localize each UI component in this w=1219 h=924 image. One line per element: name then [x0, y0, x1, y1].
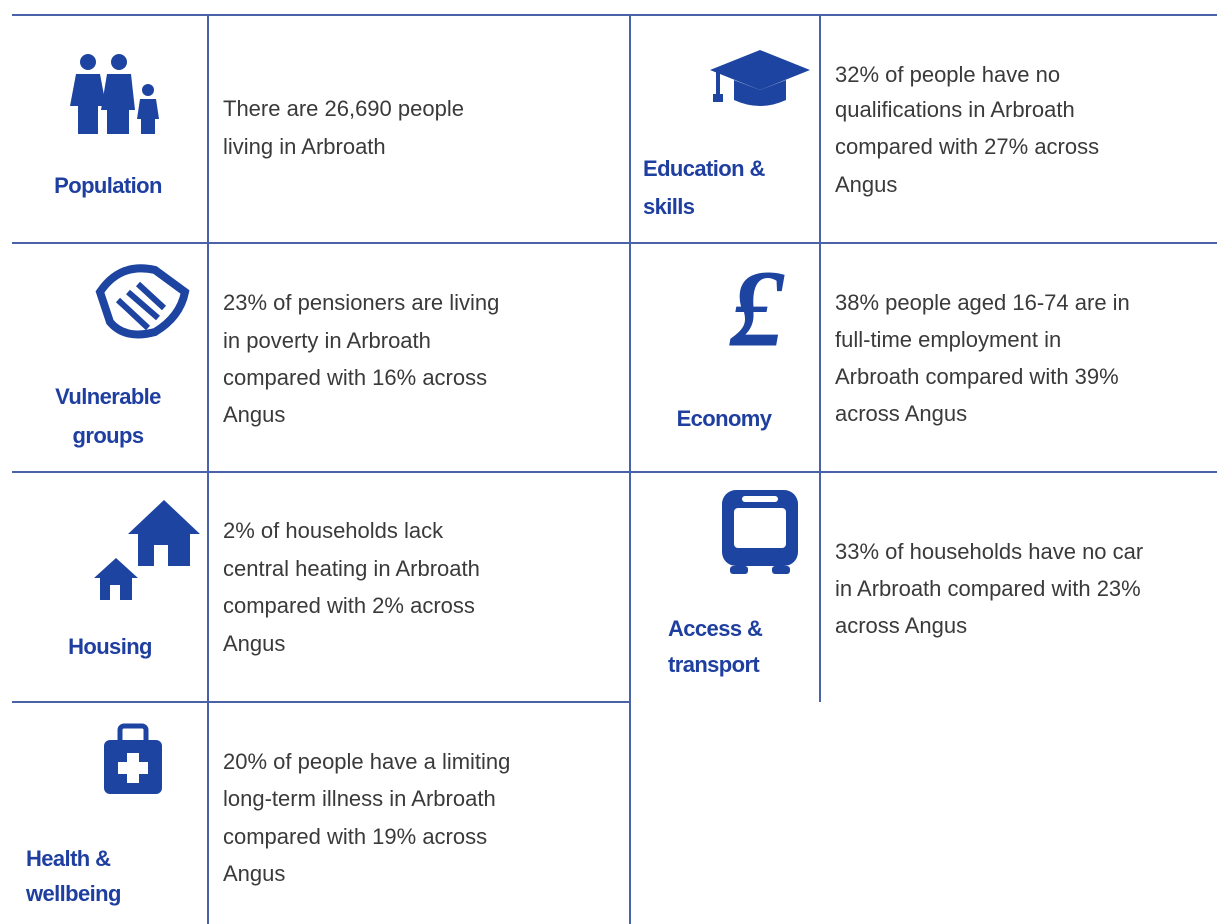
economy-icon: £	[729, 247, 786, 369]
cell-text: 38% people aged 16-74 are in	[835, 290, 1130, 315]
label: Population	[54, 173, 162, 198]
grid	[12, 14, 1217, 924]
label: transport	[668, 652, 760, 677]
cell-text: full-time employment in	[835, 327, 1061, 352]
cell-text: compared with 16% across	[223, 365, 487, 390]
cell-text: compared with 27% across	[835, 134, 1099, 159]
transport-icon	[722, 490, 798, 574]
cell-text: 20% of people have a limiting	[223, 749, 510, 774]
cell-text: Angus	[223, 631, 285, 656]
label: skills	[643, 194, 695, 219]
cell-text: in Arbroath compared with 23%	[835, 576, 1141, 601]
cell-text: across Angus	[835, 613, 967, 638]
education-icon	[710, 50, 810, 106]
cell-text: 23% of pensioners are living	[223, 290, 499, 315]
cell-text: Angus	[223, 402, 285, 427]
label: Economy	[677, 406, 773, 431]
cell-text: 32% of people have no	[835, 62, 1060, 87]
label: Education &	[643, 156, 765, 181]
cell-text: in poverty in Arbroath	[223, 328, 431, 353]
label: Health &	[26, 846, 111, 871]
cell-text: qualifications in Arbroath	[835, 97, 1075, 122]
cell-text: Arbroath compared with 39%	[835, 364, 1119, 389]
cell-text: across Angus	[835, 401, 967, 426]
cell-text: There are 26,690 people	[223, 96, 464, 121]
cell-text: compared with 19% across	[223, 824, 487, 849]
cell-text: 33% of households have no car	[835, 539, 1143, 564]
population-icon	[70, 54, 159, 134]
health-icon	[104, 723, 162, 794]
cell-text: 2% of households lack	[223, 518, 444, 543]
housing-icon	[94, 500, 200, 600]
label: wellbeing	[25, 881, 121, 906]
cell-text: long-term illness in Arbroath	[223, 786, 496, 811]
cell-text: central heating in Arbroath	[223, 556, 480, 581]
label: Vulnerable	[55, 384, 161, 409]
cell-text: Angus	[835, 172, 897, 197]
cell-text: living in Arbroath	[223, 134, 386, 159]
cell-text: Angus	[223, 861, 285, 886]
label: Access &	[668, 616, 763, 641]
label: Housing	[68, 634, 152, 659]
vulnerable-icon	[95, 264, 190, 339]
pound-symbol: £	[729, 247, 786, 369]
cell-text: compared with 2% across	[223, 593, 475, 618]
label: groups	[73, 423, 144, 448]
